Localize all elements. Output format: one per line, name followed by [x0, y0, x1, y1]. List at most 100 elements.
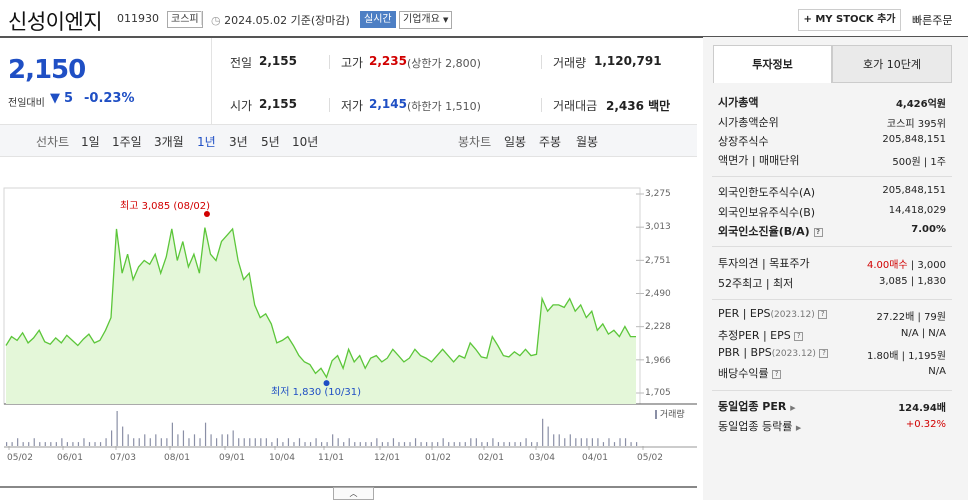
help-icon[interactable]: ?	[813, 227, 823, 237]
foreign-limit-label: 외국인한도주식수(A)	[718, 186, 816, 199]
volume-bar	[414, 438, 417, 446]
realtime-button[interactable]: 실시간	[360, 11, 396, 28]
help-icon[interactable]: ?	[818, 309, 828, 319]
volume-bar	[133, 438, 135, 446]
volume-bar	[542, 418, 544, 446]
range-3y[interactable]: 3년	[229, 135, 248, 149]
range-3m[interactable]: 3개월	[154, 135, 184, 149]
low-label: 저가	[341, 99, 364, 113]
chart-range-bar	[0, 124, 697, 157]
y-tick-label: 3,275	[645, 189, 671, 199]
volume-bar	[160, 438, 162, 446]
change-percent: -0.23%	[84, 91, 135, 106]
volume-bar	[409, 442, 411, 446]
volume-bar	[227, 434, 229, 446]
company-overview-label: 기업개요	[403, 14, 440, 25]
per-eps-value: 27.22배 | 79원	[876, 312, 946, 323]
volume-bar	[55, 442, 57, 446]
price-chart[interactable]	[0, 160, 697, 470]
pbr-bps-value: 1.80배 | 1,195원	[866, 351, 946, 362]
candle-monthly[interactable]: 월봉	[576, 135, 599, 149]
volume-bar	[519, 442, 522, 446]
range-1w[interactable]: 1주일	[112, 135, 142, 149]
help-icon[interactable]: ?	[772, 369, 782, 379]
volume-bar	[597, 438, 599, 446]
y-tick-label: 2,751	[645, 256, 671, 266]
range-1d[interactable]: 1일	[81, 135, 100, 149]
foreign-ratio-label: 외국인소진율(B/A) ?	[718, 223, 823, 239]
volume-bar	[72, 442, 74, 446]
line-chart-label: 선차트	[36, 135, 70, 149]
volume-bar	[553, 434, 555, 446]
divider	[712, 176, 952, 177]
volume-bar	[249, 438, 251, 446]
volume-bar	[155, 434, 157, 446]
volume-bar	[492, 438, 494, 446]
dividend-yield-text: 배당수익률	[718, 367, 769, 380]
volume-bar	[564, 438, 566, 446]
volume-bar	[138, 438, 140, 446]
industry-per-label[interactable]: 동일업종 PER ▶	[718, 398, 796, 414]
stock-code: 011930	[117, 12, 159, 25]
industry-change-value: +0.32%	[905, 419, 946, 430]
help-icon[interactable]: ?	[794, 331, 804, 341]
volume-bar	[111, 430, 113, 446]
x-tick-label: 11/01	[318, 453, 344, 463]
volume-bar	[144, 434, 146, 446]
industry-change-label[interactable]: 동일업종 등락률 ▶	[718, 418, 801, 434]
range-10y[interactable]: 10년	[292, 135, 319, 149]
price-date: ◷ 2024.05.02 기준(장마감)	[211, 12, 350, 28]
help-icon[interactable]: ?	[819, 348, 829, 358]
volume-bar	[431, 442, 433, 446]
volume-bar	[370, 442, 372, 446]
tab-invest-info[interactable]: 투자정보	[713, 45, 832, 83]
x-tick-label: 02/01	[478, 453, 504, 463]
est-per-eps-text: 추정PER | EPS	[718, 329, 791, 342]
pbr-bps-label: PBR | BPS(2023.12) ?	[718, 346, 829, 359]
candle-daily[interactable]: 일봉	[504, 135, 527, 149]
high-label: 고가	[341, 56, 364, 70]
volume-bar	[448, 442, 450, 446]
volume-bar	[182, 430, 185, 446]
volume-bar	[475, 438, 477, 446]
volume-bar	[470, 438, 472, 446]
par-value-value: 500원 | 1주	[892, 157, 946, 168]
range-1y[interactable]: 1년	[197, 135, 216, 149]
chevron-down-icon: ▼	[443, 16, 449, 24]
volume-bar	[83, 438, 85, 446]
market-badge: 코스피	[167, 11, 203, 28]
volume-bar	[33, 438, 35, 446]
mystock-add-button[interactable]: + MY STOCK 추가	[798, 9, 901, 31]
y-tick-label: 2,490	[645, 289, 671, 299]
volume-legend-swatch	[655, 410, 657, 419]
listed-shares-value: 205,848,151	[882, 134, 946, 145]
volume-bar	[28, 442, 30, 446]
volume-bar	[580, 438, 582, 446]
volume-bar	[575, 438, 577, 446]
tab-orderbook[interactable]: 호가 10단계	[832, 45, 952, 83]
range-5y[interactable]: 5년	[261, 135, 280, 149]
volume-bar	[94, 442, 96, 446]
divider	[329, 98, 330, 112]
divider	[541, 98, 542, 112]
volume-bar	[453, 442, 455, 446]
volume-bar	[127, 434, 129, 446]
date-text: 2024.05.02 기준(장마감)	[224, 14, 350, 27]
volume-bar	[558, 434, 560, 446]
candle-weekly[interactable]: 주봉	[539, 135, 562, 149]
collapse-toggle-button[interactable]: ︿	[333, 487, 374, 500]
volume-bars	[6, 411, 638, 446]
market-cap-value: 4,426억원	[895, 99, 946, 110]
high-annotation: 최고 3,085 (08/02)	[120, 201, 211, 212]
volume-bar	[221, 434, 223, 446]
volume-bar	[298, 438, 301, 446]
volume-bar	[66, 442, 68, 446]
company-overview-button[interactable]: 기업개요 ▼	[399, 11, 453, 29]
quick-order-link[interactable]: 빠른주문	[912, 14, 953, 27]
y-tick-label: 1,705	[645, 388, 671, 398]
stock-name: 신성이엔지	[8, 10, 103, 34]
volume-bar	[315, 438, 317, 446]
52w-high-low-label: 52주최고 | 최저	[718, 277, 794, 290]
industry-change-text: 동일업종 등락률	[718, 420, 793, 433]
volume-bar	[105, 438, 107, 446]
